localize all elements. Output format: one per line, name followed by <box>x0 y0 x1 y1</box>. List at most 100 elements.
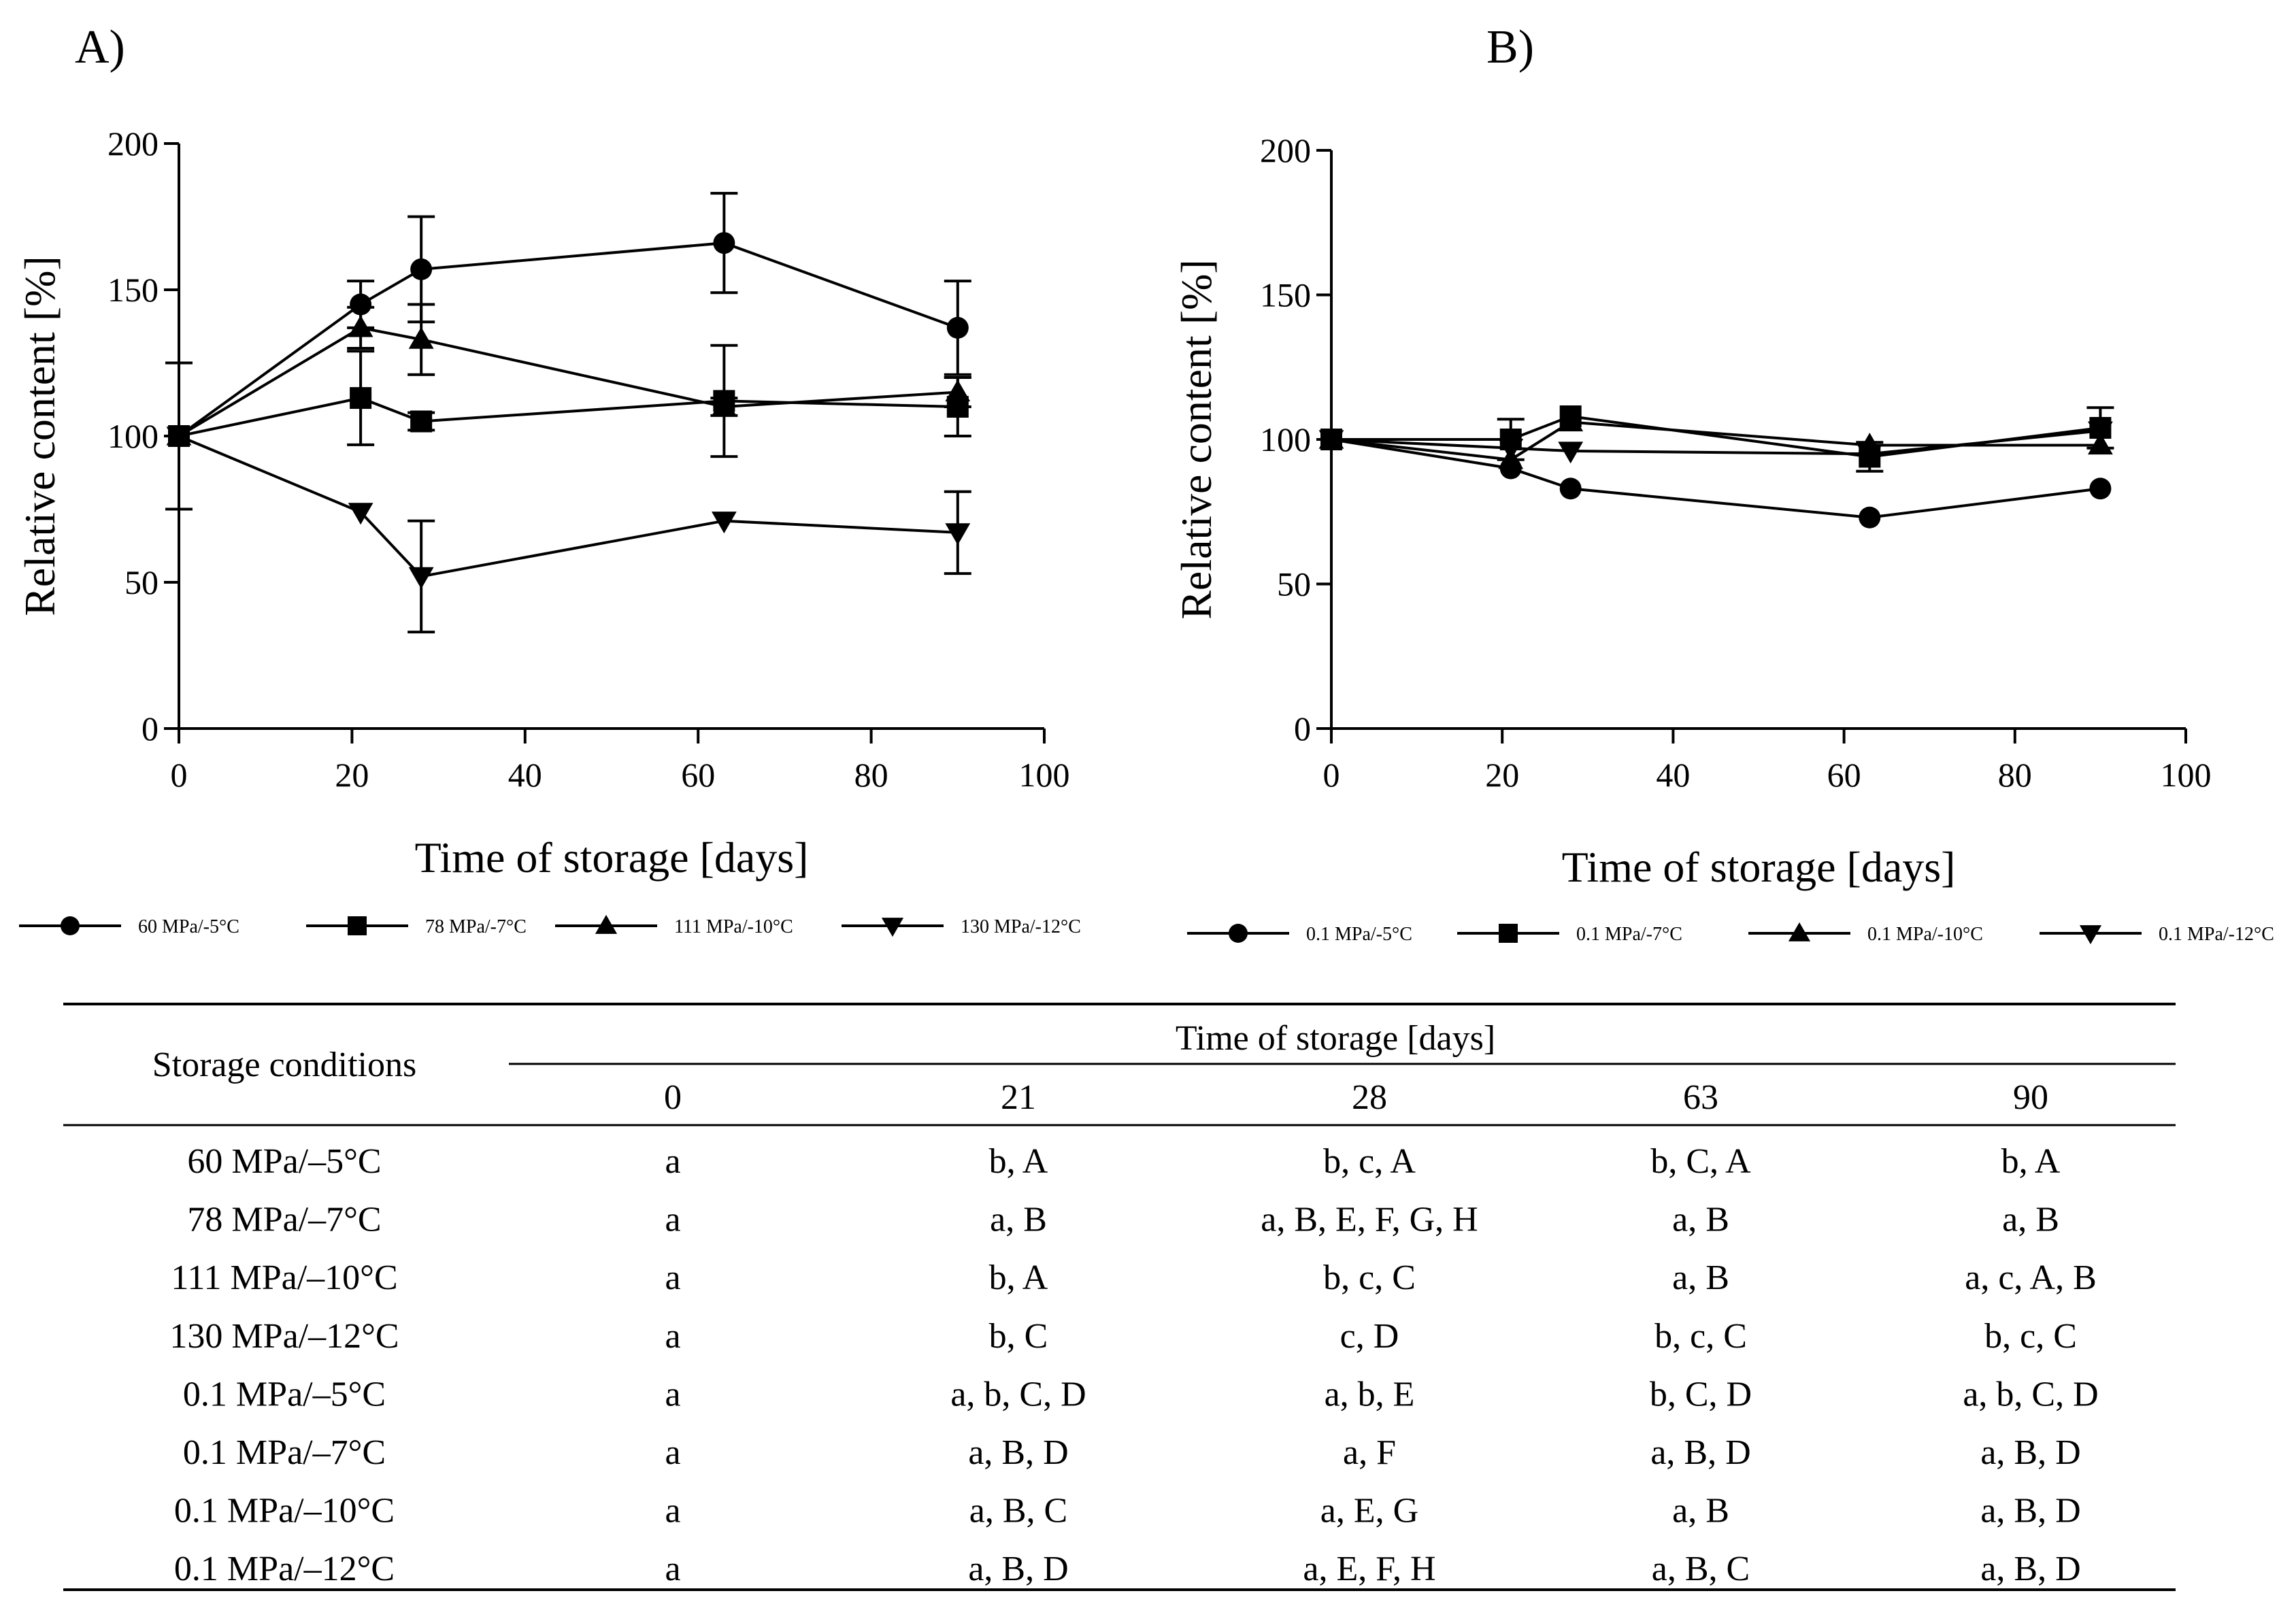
table-column-header: 0 <box>664 1078 682 1117</box>
table-cell: a, F <box>1343 1433 1396 1472</box>
chart-a-legend: 60 MPa/-5°C 78 MPa/-7°C 111 MPa/-10°C 130 M… <box>19 914 1081 937</box>
chart-a-y-tick-label: 0 <box>142 709 159 748</box>
chart-b-y-tick-label: 100 <box>1260 420 1311 458</box>
table-cell: a, B, C <box>969 1492 1067 1531</box>
chart-a-series-circle <box>165 192 971 511</box>
table-cell: a, b, C, D <box>950 1375 1086 1414</box>
table-cell: a <box>665 1433 680 1472</box>
chart-b-data-point <box>1498 439 1524 461</box>
table-row-condition: 60 MPa/–5°C <box>187 1142 381 1181</box>
chart-b-y-tick-label: 150 <box>1260 276 1311 314</box>
chart-b-legend-marker-triangle-down <box>2079 925 2102 945</box>
chart-b-data-point <box>1559 478 1582 500</box>
chart-a-series-line <box>178 326 958 437</box>
chart-b-x-tick-label: 40 <box>1656 756 1690 794</box>
table-cell: a, B <box>2002 1201 2059 1239</box>
table-cell: a, c, A, B <box>1965 1258 2097 1297</box>
table-row-condition: 0.1 MPa/–7°C <box>183 1433 386 1472</box>
table-row: 60 MPa/–5°C a b, A b, c, A b, C, A b, A <box>187 1142 2060 1181</box>
chart-b-x-tick-label: 80 <box>1998 756 2032 794</box>
chart-b-legend-label: 0.1 MPa/-12°C <box>2159 924 2274 945</box>
chart-a-legend-marker-square <box>348 916 367 935</box>
chart-a-legend-label: 78 MPa/-7°C <box>425 916 527 937</box>
chart-a-data-point <box>946 316 969 339</box>
table-row: 130 MPa/–12°C a b, C c, D b, c, C b, c, C <box>169 1317 2076 1356</box>
chart-a-y-tick-label: 50 <box>124 563 159 601</box>
chart-a-data-point <box>348 315 373 337</box>
chart-b-data-point <box>2088 421 2113 444</box>
chart-b-data-point <box>1318 430 1344 452</box>
table-group-header: Time of storage [days] <box>1176 1019 1495 1058</box>
chart-a-data-point <box>945 380 971 402</box>
chart-a-legend-label: 111 MPa/-10°C <box>674 916 793 937</box>
table-cell: a <box>665 1317 680 1356</box>
table-column-header: 63 <box>1683 1078 1718 1117</box>
table-row-condition: 0.1 MPa/–12°C <box>174 1550 395 1588</box>
table-row: 0.1 MPa/–12°C a a, B, D a, E, F, H a, B, C a,… <box>174 1550 2081 1588</box>
table-cell: a, B <box>1672 1201 1729 1239</box>
chart-a-x-tick-label: 100 <box>1019 756 1070 794</box>
table-cell: a, B <box>1672 1492 1729 1531</box>
chart-a-data-point <box>713 232 735 254</box>
table-cell: a, E, F, H <box>1303 1550 1435 1588</box>
table-cell: a, B, D <box>968 1433 1068 1472</box>
chart-a-data-point <box>348 503 373 525</box>
chart-b-legend-marker-triangle-up <box>1788 922 1811 941</box>
chart-a-data-point <box>711 394 737 416</box>
chart-a-series-triangle-up <box>165 303 971 511</box>
table-row-condition: 0.1 MPa/–5°C <box>183 1375 386 1414</box>
chart-a-x-axis-label: Time of storage [days] <box>415 833 809 882</box>
chart-a-x-tick-label: 0 <box>171 756 188 794</box>
chart-a-series-line <box>178 397 958 437</box>
chart-b-y-tick-label: 200 <box>1260 131 1311 169</box>
chart-b-data-point <box>1857 444 1882 467</box>
chart-b-x-tick-label: 20 <box>1485 756 1519 794</box>
table-cell: a <box>665 1258 680 1297</box>
chart-a-y-axis-label: Relative content [%] <box>16 256 64 616</box>
chart-a-data-point <box>166 427 192 449</box>
table-row-condition: 130 MPa/–12°C <box>169 1317 399 1356</box>
chart-a-data-point <box>350 387 372 410</box>
table-cell: a <box>665 1142 680 1181</box>
table-cell: c, D <box>1340 1317 1399 1356</box>
table-row-condition: 111 MPa/–10°C <box>171 1258 397 1297</box>
chart-a-data-point <box>711 512 737 534</box>
chart-a-y-tick-label: 200 <box>107 124 159 163</box>
chart-a-data-point <box>410 410 433 433</box>
chart-a-x-tick-label: 60 <box>681 756 715 794</box>
chart-b-y-tick-label: 0 <box>1294 709 1311 748</box>
table-cell: a, B, D <box>1980 1433 2080 1472</box>
chart-a-series-line <box>178 435 958 578</box>
table-cell: b, c, C <box>1654 1317 1747 1356</box>
table-column-header: 90 <box>2013 1078 2048 1117</box>
table-cell: b, c, C <box>1984 1317 2077 1356</box>
chart-a-data-point <box>350 293 372 316</box>
chart-a-series-triangle-down <box>165 361 971 634</box>
chart-a-legend-label: 130 MPa/-12°C <box>961 916 1081 937</box>
chart-b-data-point <box>1558 441 1584 464</box>
chart-a-data-point <box>408 327 434 349</box>
chart-a-x-tick-label: 40 <box>508 756 542 794</box>
chart-b-legend-marker-square <box>1499 924 1518 943</box>
table-cell: a, b, C, D <box>1963 1375 2098 1414</box>
table-cell: a <box>665 1492 680 1531</box>
chart-b: B) 0 50 100 150 200 0 20 40 60 80 100 Time of storag… <box>1172 21 2274 945</box>
table-cell: b, A <box>2001 1142 2061 1181</box>
table-cell: a, E, G <box>1320 1492 1418 1531</box>
table-cell: b, A <box>989 1258 1048 1297</box>
table-row-header: Storage conditions <box>152 1046 417 1084</box>
table-cell: b, C, D <box>1650 1375 1752 1414</box>
table-row: 111 MPa/–10°C a b, A b, c, C a, B a, c, A, B <box>171 1258 2096 1297</box>
table-row: 0.1 MPa/–5°C a a, b, C, D a, b, E b, C, D a, … <box>183 1375 2099 1414</box>
chart-b-y-tick-label: 50 <box>1277 565 1311 603</box>
table-cell: a, B, D <box>1650 1433 1750 1472</box>
table-cell: b, c, A <box>1323 1142 1416 1181</box>
table-column-header: 28 <box>1352 1078 1387 1117</box>
chart-a-legend-label: 60 MPa/-5°C <box>138 916 239 937</box>
table-cell: b, C, A <box>1650 1142 1751 1181</box>
chart-a-data-point <box>408 567 434 589</box>
table-cell: a, B, D <box>1980 1550 2080 1588</box>
table-cell: a, b, E <box>1325 1375 1415 1414</box>
chart-b-legend-marker-circle <box>1229 924 1248 943</box>
